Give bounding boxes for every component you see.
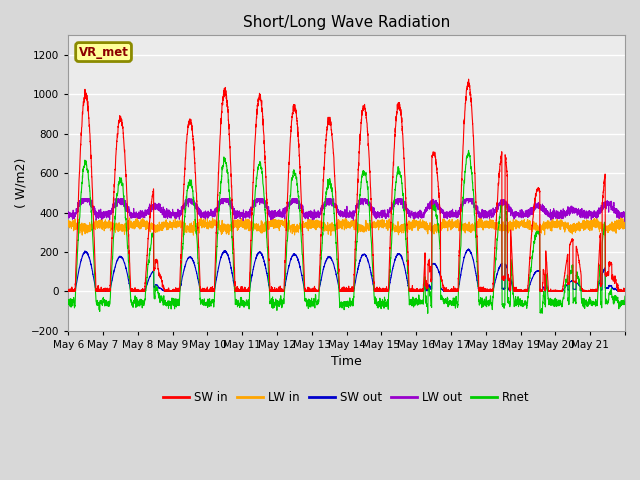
SW out (541, 288, 549, 294)
Rnet (367, 236, 375, 242)
SW out (65, 288, 72, 294)
Line: LW out: LW out (68, 199, 625, 221)
SW in (527, 241, 534, 247)
LW out (77, 196, 85, 202)
LW in (180, 220, 188, 226)
SW out (621, 288, 629, 294)
Rnet (621, 293, 629, 299)
Y-axis label: ( W/m2): ( W/m2) (15, 158, 28, 208)
Rnet (527, 269, 534, 275)
SW out (65, 288, 72, 294)
LW in (500, 226, 508, 232)
Line: LW in: LW in (68, 215, 625, 237)
SW in (541, 288, 549, 294)
Rnet (541, 301, 549, 307)
Text: VR_met: VR_met (79, 46, 129, 59)
SW in (500, 275, 508, 281)
LW out (180, 202, 188, 208)
Rnet (397, 174, 405, 180)
X-axis label: Time: Time (332, 355, 362, 368)
LW out (621, 218, 628, 224)
LW in (477, 212, 485, 218)
Line: SW out: SW out (68, 249, 625, 291)
LW out (397, 202, 405, 207)
SW in (65, 288, 72, 294)
LW in (65, 218, 72, 224)
LW out (527, 210, 534, 216)
LW out (541, 208, 549, 214)
Line: Rnet: Rnet (68, 150, 625, 313)
LW in (541, 224, 549, 229)
SW in (397, 111, 405, 117)
LW out (621, 212, 629, 218)
SW in (465, 76, 472, 82)
SW out (180, 268, 188, 274)
LW out (500, 199, 508, 205)
SW in (621, 288, 629, 294)
LW in (179, 234, 187, 240)
SW out (527, 279, 534, 285)
Rnet (424, 311, 431, 316)
LW out (65, 215, 72, 221)
Rnet (500, 303, 508, 309)
Legend: SW in, LW in, SW out, LW out, Rnet: SW in, LW in, SW out, LW out, Rnet (159, 387, 534, 409)
SW in (180, 188, 188, 193)
SW out (367, 272, 375, 278)
Rnet (180, 231, 188, 237)
LW in (621, 220, 629, 226)
Title: Short/Long Wave Radiation: Short/Long Wave Radiation (243, 15, 450, 30)
Rnet (465, 147, 472, 153)
LW out (367, 208, 375, 214)
SW out (465, 246, 472, 252)
SW out (500, 286, 508, 291)
LW in (367, 223, 375, 228)
SW in (367, 208, 375, 214)
LW in (397, 227, 405, 233)
LW in (527, 227, 534, 232)
SW in (65, 288, 72, 294)
Rnet (65, 297, 72, 302)
Line: SW in: SW in (68, 79, 625, 291)
SW out (397, 253, 405, 259)
